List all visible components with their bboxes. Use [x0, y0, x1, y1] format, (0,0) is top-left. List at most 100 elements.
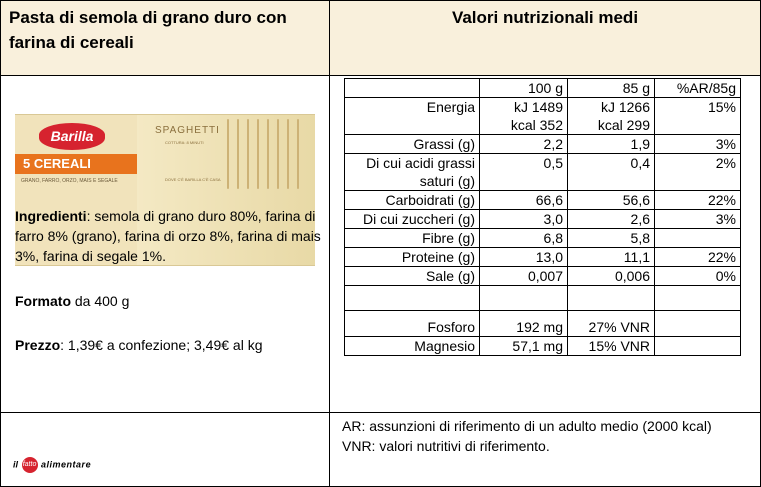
row-col2: 11,1 [567, 247, 655, 267]
row-col1: 66,6 [479, 190, 568, 210]
row-col3: 3% [654, 209, 741, 229]
grain-list: GRANO, FARRO, ORZO, MAIS E SEGALE [21, 178, 118, 184]
row-col1: 0,007 [479, 266, 568, 286]
spaghetti-strand [237, 119, 239, 189]
row-label: Fibre (g) [344, 228, 480, 248]
footer-notes: AR: assunzioni di riferimento di un adul… [329, 412, 761, 487]
spaghetti-strand [267, 119, 269, 189]
table-row-empty [344, 285, 741, 311]
row-label: Carboidrati (g) [344, 190, 480, 210]
row-col3: 3% [654, 134, 741, 154]
product-title-line2: farina di cereali [9, 33, 134, 52]
table-row: Proteine (g) 13,0 11,1 22% [344, 247, 741, 267]
table-header-label [344, 78, 480, 98]
note-vnr: VNR: valori nutritivi di riferimento. [342, 438, 550, 454]
row-label: Sale (g) [344, 266, 480, 286]
row-col2: 2,6 [567, 209, 655, 229]
row-col3: 22% [654, 247, 741, 267]
mineral-amount: 192 mg [479, 310, 568, 337]
row-col2: 0,4 [567, 153, 655, 191]
table-header-col1: 100 g [479, 78, 568, 98]
spaghetti-strand [287, 119, 289, 189]
note-ar: AR: assunzioni di riferimento di un adul… [342, 418, 712, 434]
row-col2: 0,006 [567, 266, 655, 286]
footer-brand-cell: il fatto alimentare [0, 412, 330, 487]
row-col2 [567, 285, 655, 311]
table-row: Grassi (g) 2,2 1,9 3% [344, 134, 741, 154]
row-col1: 2,2 [479, 134, 568, 154]
row-col2: 1,9 [567, 134, 655, 154]
row-col1 [479, 285, 568, 311]
price-label: Prezzo [15, 337, 61, 353]
brand-fatto: fatto [21, 457, 38, 473]
format-label: Formato [15, 293, 71, 309]
energy-row: Energia kJ 1489 kcal 352 kJ 1266 kcal 29… [344, 97, 741, 135]
mineral-vnr: 15% VNR [567, 336, 655, 356]
spaghetti-strand [247, 119, 249, 189]
row-col3 [654, 285, 741, 311]
nutrition-title: Valori nutrizionali medi [329, 0, 761, 76]
spaghetti-strand [257, 119, 259, 189]
table-row: Di cui acidi grassi saturi (g) 0,5 0,4 2… [344, 153, 741, 191]
product-title-line1: Pasta di semola di grano duro con [9, 8, 287, 27]
product-package-image: Barilla 5 CEREALI GRANO, FARRO, ORZO, MA… [15, 114, 315, 266]
mineral-amount: 57,1 mg [479, 336, 568, 356]
mineral-row: Fosforo 192 mg 27% VNR [344, 310, 741, 337]
price-text: Prezzo: 1,39€ a confezione; 3,49€ al kg [15, 335, 330, 355]
table-header-row: 100 g 85 g %AR/85g [344, 78, 741, 98]
table-row: Sale (g) 0,007 0,006 0% [344, 266, 741, 286]
row-col2: 5,8 [567, 228, 655, 248]
row-col3: 22% [654, 190, 741, 210]
table-row: Di cui zuccheri (g) 3,0 2,6 3% [344, 209, 741, 229]
row-label: Di cui acidi grassi saturi (g) [344, 153, 480, 191]
energy-label: Energia [344, 97, 480, 135]
row-col3: 2% [654, 153, 741, 191]
format-value: da 400 g [71, 293, 130, 309]
row-label: Proteine (g) [344, 247, 480, 267]
row-label [344, 285, 480, 311]
brand-alimentare: alimentare [41, 459, 92, 470]
row-col1: 3,0 [479, 209, 568, 229]
mineral-label: Fosforo [344, 310, 480, 337]
row-col3 [654, 228, 741, 248]
row-col1: 13,0 [479, 247, 568, 267]
row-label: Grassi (g) [344, 134, 480, 154]
ingredients-text: Ingredienti: semola di grano duro 80%, f… [15, 206, 330, 266]
energy-col1-kj: kJ 1489 [513, 99, 563, 115]
mineral-row: Magnesio 57,1 mg 15% VNR [344, 336, 741, 356]
table-row: Carboidrati (g) 66,6 56,6 22% [344, 190, 741, 210]
product-info-panel: Barilla 5 CEREALI GRANO, FARRO, ORZO, MA… [0, 75, 330, 413]
package-cooking-note: COTTURA: 8 MINUTI [165, 140, 204, 145]
product-title: Pasta di semola di grano duro con farina… [0, 0, 330, 76]
energy-col1-kcal: kcal 352 [510, 117, 563, 133]
mineral-empty [654, 336, 741, 356]
row-col1: 0,5 [479, 153, 568, 191]
nutrition-table: 100 g 85 g %AR/85g Energia kJ 1489 kcal … [344, 78, 741, 356]
spaghetti-strand [297, 119, 299, 189]
brand-il: il [13, 459, 19, 470]
energy-col2: kJ 1266 kcal 299 [567, 97, 655, 135]
energy-col3: 15% [654, 97, 741, 135]
row-col3: 0% [654, 266, 741, 286]
mineral-empty [654, 310, 741, 337]
table-header-col3: %AR/85g [654, 78, 741, 98]
il-fatto-alimentare-logo: il fatto alimentare [13, 457, 91, 473]
energy-col2-kj: kJ 1266 [600, 99, 650, 115]
spaghetti-strand [227, 119, 229, 189]
table-row: Fibre (g) 6,8 5,8 [344, 228, 741, 248]
nutrition-panel: 100 g 85 g %AR/85g Energia kJ 1489 kcal … [329, 75, 761, 413]
cereali-band: 5 CEREALI [15, 154, 137, 174]
barilla-logo: Barilla [37, 121, 107, 152]
row-col1: 6,8 [479, 228, 568, 248]
row-label: Di cui zuccheri (g) [344, 209, 480, 229]
mineral-vnr: 27% VNR [567, 310, 655, 337]
package-product-name: SPAGHETTI [155, 125, 220, 136]
energy-col1: kJ 1489 kcal 352 [479, 97, 568, 135]
mineral-label: Magnesio [344, 336, 480, 356]
package-slogan: DOVE C'È BARILLA C'È CASA [165, 177, 221, 182]
table-header-col2: 85 g [567, 78, 655, 98]
price-value: : 1,39€ a confezione; 3,49€ al kg [60, 337, 263, 353]
energy-col2-kcal: kcal 299 [597, 117, 650, 133]
format-text: Formato da 400 g [15, 291, 330, 311]
